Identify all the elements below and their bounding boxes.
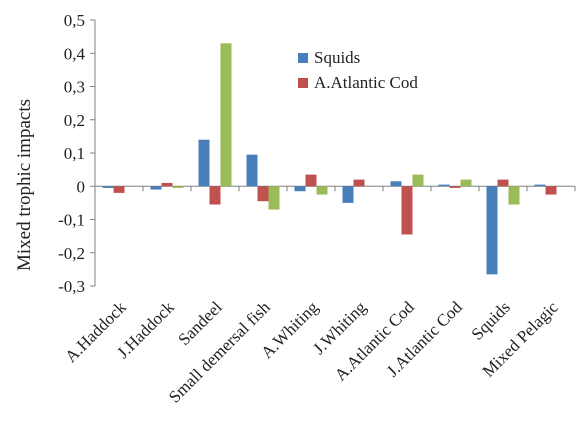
y-tick-label: -0,1	[58, 211, 85, 230]
bar-series-3	[412, 174, 424, 187]
y-tick-label: 0,3	[64, 78, 85, 97]
bar-squids	[390, 181, 402, 187]
bar-squids	[438, 184, 450, 187]
legend: Squids A.Atlantic Cod	[298, 48, 418, 92]
y-tick-label: -0,3	[58, 277, 85, 296]
legend-label-a-atlantic-cod: A.Atlantic Cod	[314, 73, 418, 92]
bar-series-3	[460, 179, 472, 187]
bar-a-atlantic-cod	[257, 186, 269, 202]
y-tick-label: -0,2	[58, 244, 85, 263]
bar-series-3	[268, 186, 280, 210]
bar-a-atlantic-cod	[545, 186, 557, 195]
bar-a-atlantic-cod	[401, 186, 413, 235]
bar-series-3	[172, 186, 184, 188]
legend-swatch-a-atlantic-cod	[298, 78, 308, 88]
y-tick-label: 0,1	[64, 144, 85, 163]
bar-series-3	[220, 43, 232, 187]
bar-squids	[102, 186, 114, 188]
y-tick-label: 0	[77, 177, 86, 196]
bar-a-atlantic-cod	[353, 179, 365, 187]
y-axis-title: Mixed trophic impacts	[14, 99, 35, 271]
bar-series-3	[316, 186, 328, 195]
bar-a-atlantic-cod	[449, 186, 461, 188]
bar-a-atlantic-cod	[497, 179, 509, 187]
bar-squids	[294, 186, 306, 192]
bar-squids	[342, 186, 354, 203]
bar-squids	[486, 186, 498, 275]
bar-series-3	[508, 186, 520, 205]
x-category-label: Squids	[468, 298, 514, 344]
bar-squids	[198, 139, 210, 187]
bar-squids	[534, 184, 546, 187]
y-tick-label: 0,5	[64, 11, 85, 30]
legend-label-squids: Squids	[314, 48, 360, 67]
bar-a-atlantic-cod	[161, 182, 173, 187]
bar-a-atlantic-cod	[113, 186, 125, 193]
bar-a-atlantic-cod	[209, 186, 221, 205]
legend-swatch-squids	[298, 53, 308, 63]
y-tick-label: 0,4	[64, 44, 86, 63]
bar-squids	[246, 154, 258, 187]
bar-a-atlantic-cod	[305, 174, 317, 187]
y-tick-label: 0,2	[64, 111, 85, 130]
bar-squids	[150, 186, 162, 190]
